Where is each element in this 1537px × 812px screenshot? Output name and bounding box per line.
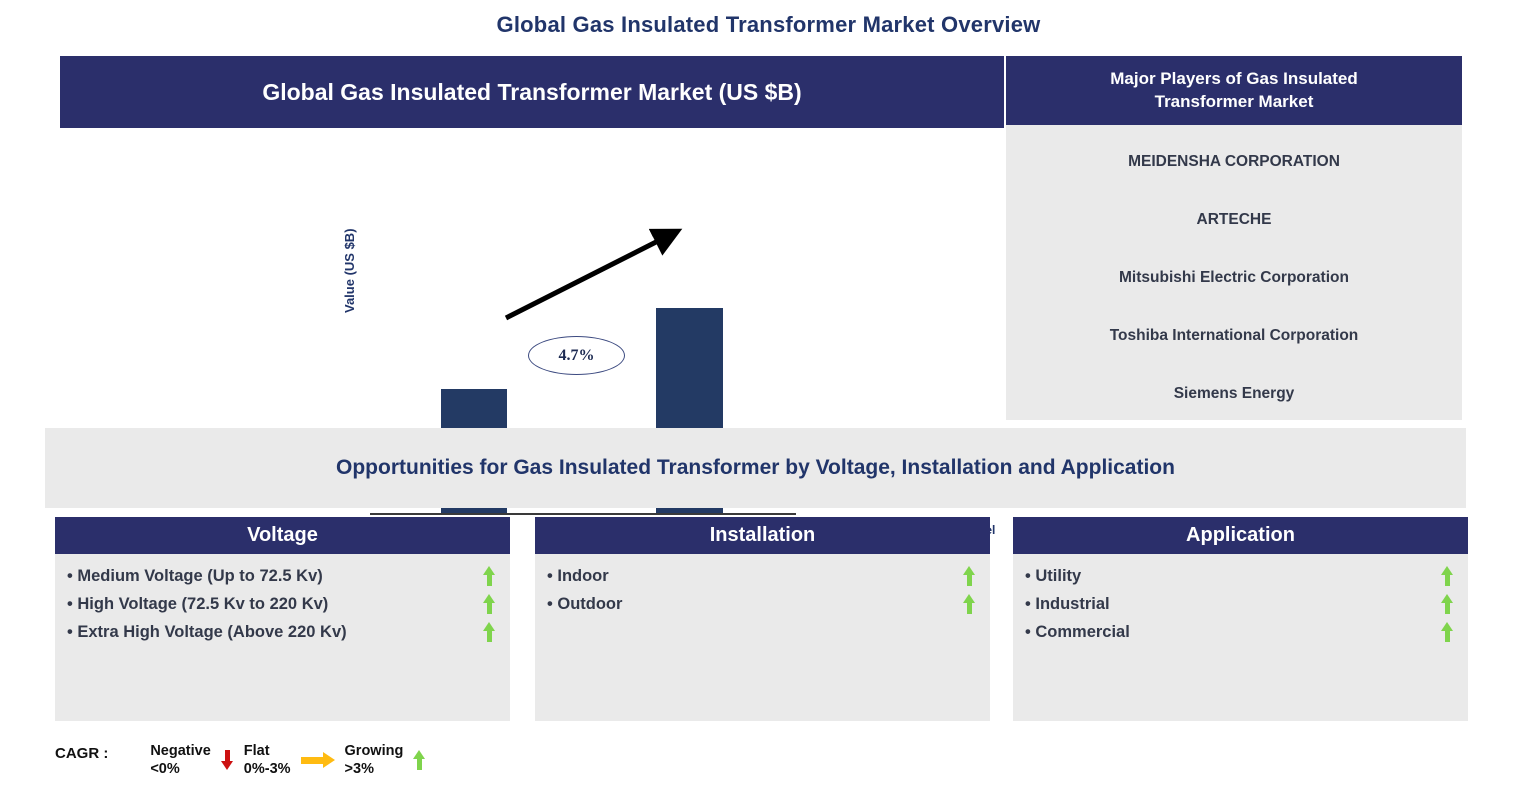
players-list: MEIDENSHA CORPORATION ARTECHE Mitsubishi… xyxy=(1006,125,1462,420)
chart-panel-header: Global Gas Insulated Transformer Market … xyxy=(60,56,1004,128)
list-item-label: • Outdoor xyxy=(547,594,623,613)
list-item: MEIDENSHA CORPORATION xyxy=(1128,153,1340,170)
arrow-up-icon xyxy=(1441,565,1454,587)
list-item: • Indoor xyxy=(547,562,976,590)
arrow-up-icon xyxy=(1441,621,1454,643)
arrow-up-icon xyxy=(483,621,496,643)
list-item-label: • Commercial xyxy=(1025,622,1130,641)
arrow-down-icon xyxy=(220,749,234,771)
arrow-up-icon xyxy=(483,593,496,615)
list-item-label: • Extra High Voltage (Above 220 Kv) xyxy=(67,622,347,641)
growth-arrow-icon xyxy=(504,228,683,321)
arrow-right-icon xyxy=(300,751,335,769)
legend-entry-flat: Flat 0%-3% xyxy=(244,742,335,778)
list-item: Toshiba International Corporation xyxy=(1109,327,1359,344)
legend-entry-growing: Growing >3% xyxy=(345,742,427,778)
list-item: Siemens Energy xyxy=(1173,385,1295,402)
card-list-voltage: • Medium Voltage (Up to 72.5 Kv) • High … xyxy=(55,554,510,646)
list-item: Mitsubishi Electric Corporation xyxy=(1119,269,1349,286)
list-item: ARTECHE xyxy=(1196,211,1272,228)
opportunities-banner: Opportunities for Gas Insulated Transfor… xyxy=(45,428,1466,508)
players-header-line1: Major Players of Gas Insulated xyxy=(1110,68,1358,88)
arrow-up-icon xyxy=(413,749,426,771)
card-header-application: Application xyxy=(1013,517,1468,554)
category-card-installation: Installation • Indoor • Outdoor xyxy=(535,517,990,721)
card-list-installation: • Indoor • Outdoor xyxy=(535,554,990,618)
arrow-up-icon xyxy=(1441,593,1454,615)
arrow-up-icon xyxy=(963,565,976,587)
x-axis-line xyxy=(370,513,796,515)
legend-label-flat: Flat xyxy=(243,743,270,759)
legend-entry-negative: Negative <0% xyxy=(150,742,233,778)
list-item: • Commercial xyxy=(1025,618,1454,646)
list-item-label: • Medium Voltage (Up to 72.5 Kv) xyxy=(67,566,323,585)
cagr-legend-title: CAGR : xyxy=(55,745,109,762)
list-item: • Medium Voltage (Up to 72.5 Kv) xyxy=(67,562,496,590)
list-item: • Extra High Voltage (Above 220 Kv) xyxy=(67,618,496,646)
card-header-voltage: Voltage xyxy=(55,517,510,554)
market-chart-panel: Global Gas Insulated Transformer Market … xyxy=(60,56,1004,541)
list-item: • Outdoor xyxy=(547,590,976,618)
arrow-up-icon xyxy=(963,593,976,615)
y-axis-label: Value (US $B) xyxy=(342,228,357,313)
list-item-label: • Utility xyxy=(1025,566,1082,585)
chart-plot-area: Value (US $B) 2025 2031 4.7% Source : Lu… xyxy=(60,128,1004,541)
list-item: • Utility xyxy=(1025,562,1454,590)
players-header-line2: Transformer Market xyxy=(1154,91,1314,111)
card-header-installation: Installation xyxy=(535,517,990,554)
list-item: • High Voltage (72.5 Kv to 220 Kv) xyxy=(67,590,496,618)
legend-range-negative: <0% xyxy=(150,761,180,778)
list-item-label: • Industrial xyxy=(1025,594,1110,613)
page-title: Global Gas Insulated Transformer Market … xyxy=(496,12,1041,37)
category-card-application: Application • Utility • Industrial • Com… xyxy=(1013,517,1468,721)
arrow-up-icon xyxy=(483,565,496,587)
list-item-label: • Indoor xyxy=(547,566,609,585)
card-list-application: • Utility • Industrial • Commercial xyxy=(1013,554,1468,646)
legend-range-flat: 0%-3% xyxy=(243,761,291,778)
players-panel-header: Major Players of Gas Insulated Transform… xyxy=(1006,56,1462,125)
list-item-label: • High Voltage (72.5 Kv to 220 Kv) xyxy=(67,594,329,613)
opportunities-title: Opportunities for Gas Insulated Transfor… xyxy=(336,456,1175,479)
cagr-callout: 4.7% xyxy=(528,336,625,375)
legend-label-growing: Growing xyxy=(344,743,404,759)
major-players-panel: Major Players of Gas Insulated Transform… xyxy=(1006,56,1462,420)
cagr-legend: CAGR : Negative <0% Flat 0%-3% Growing >… xyxy=(55,742,436,778)
category-card-voltage: Voltage • Medium Voltage (Up to 72.5 Kv)… xyxy=(55,517,510,721)
list-item: • Industrial xyxy=(1025,590,1454,618)
legend-range-growing: >3% xyxy=(344,761,374,778)
legend-label-negative: Negative xyxy=(150,743,211,759)
